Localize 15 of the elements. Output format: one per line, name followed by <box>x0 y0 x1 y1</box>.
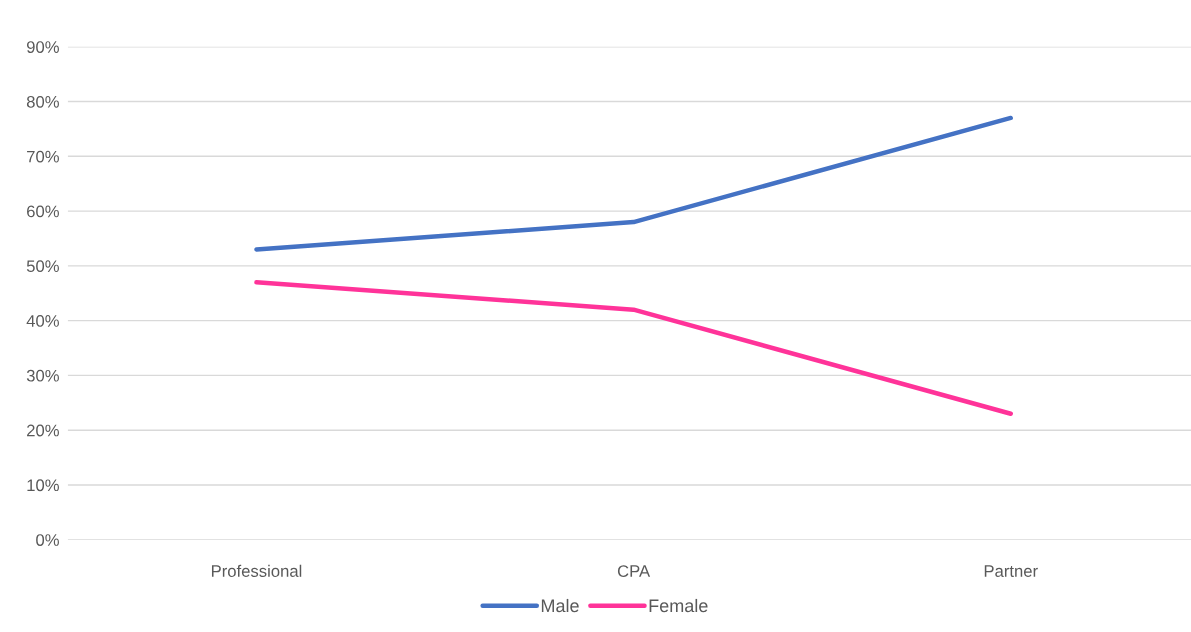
y-tick-label: 30% <box>26 369 59 382</box>
y-tick-label: 0% <box>36 534 59 546</box>
y-tick-label: 70% <box>27 150 59 163</box>
y-tick-label: 20% <box>27 424 59 437</box>
y-tick-label: 40% <box>26 315 59 327</box>
y-tick-label: 90% <box>26 41 59 53</box>
x-tick-label: CPA <box>617 565 651 577</box>
x-tick-label: Partner <box>984 565 1038 577</box>
legend-label: Female <box>649 598 708 613</box>
x-tick-label: Professional <box>211 564 302 577</box>
y-tick-label: 10% <box>27 479 59 492</box>
y-tick-label: 60% <box>27 205 59 218</box>
legend-label: Male <box>541 598 579 613</box>
y-tick-label: 80% <box>26 95 59 108</box>
y-tick-label: 50% <box>26 260 59 273</box>
